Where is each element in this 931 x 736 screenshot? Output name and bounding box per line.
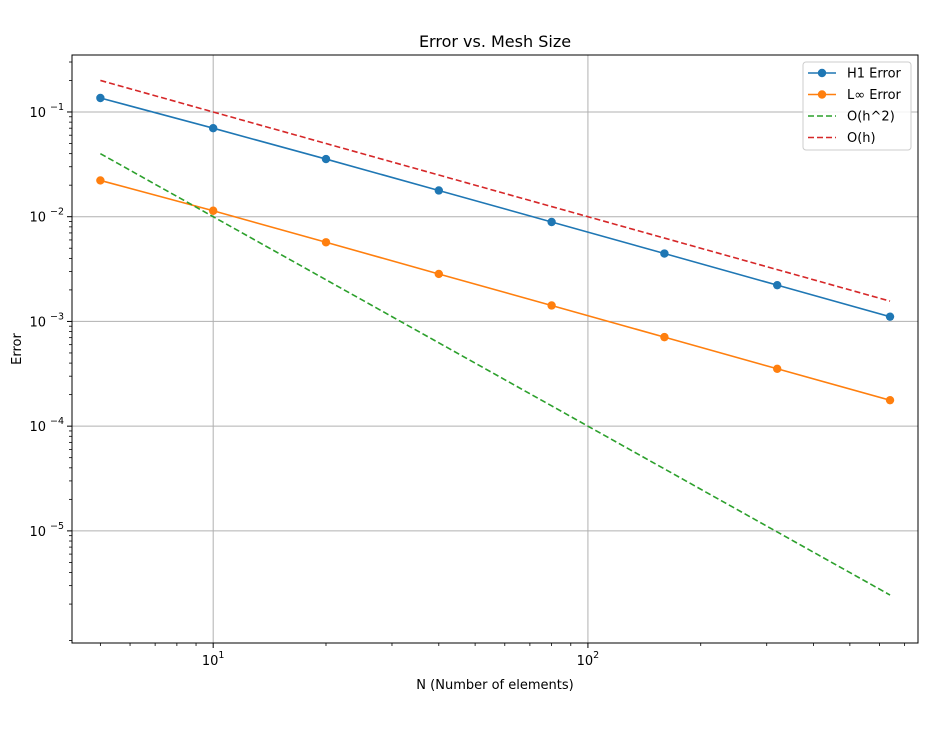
plot-frame <box>71 54 919 644</box>
legend-label: L∞ Error <box>847 88 902 103</box>
y-axis-title: Error <box>10 333 25 365</box>
x-axis-title: N (Number of elements) <box>416 678 573 693</box>
data-point <box>885 395 895 405</box>
axis-ticks: 101 102 10−1 10−2 10−3 10−4 10−5 <box>29 61 906 669</box>
data-point <box>773 364 782 373</box>
legend-label: O(h) <box>847 131 876 146</box>
series-layer <box>96 79 895 596</box>
data-point <box>96 93 105 103</box>
data-point <box>660 332 669 342</box>
chart-title: Error vs. Mesh Size <box>419 32 571 51</box>
data-point <box>547 301 556 310</box>
legend-label: O(h^2) <box>847 110 895 125</box>
data-point <box>208 206 218 215</box>
data-point <box>321 238 331 247</box>
y-tick-label: 10 −4 <box>29 416 64 435</box>
legend-swatch-marker <box>817 90 827 99</box>
data-point <box>321 154 331 164</box>
series-line-1 <box>100 179 891 401</box>
y-tick-label: 10 −5 <box>29 521 64 540</box>
x-tick-label: 101 <box>202 650 225 669</box>
data-point <box>547 217 556 227</box>
legend: H1 Error L∞ Error O(h^2) O(h) <box>802 61 912 151</box>
series-line-2 <box>99 152 891 596</box>
data-point <box>208 124 218 133</box>
data-point <box>885 312 895 321</box>
x-tick-label: 102 <box>577 650 600 669</box>
y-tick-label: 10 −2 <box>29 207 64 226</box>
legend-box <box>802 61 912 151</box>
data-point <box>434 186 443 195</box>
data-point <box>660 249 669 258</box>
y-tick-label: 10 −3 <box>29 311 64 330</box>
data-point <box>96 176 105 185</box>
y-tick-label: 10 −1 <box>29 102 64 121</box>
data-point <box>773 280 782 290</box>
series-line-0 <box>100 97 891 318</box>
legend-label: H1 Error <box>847 67 902 82</box>
series-line-3 <box>100 79 891 302</box>
data-point <box>434 269 443 279</box>
legend-swatch-marker <box>817 68 827 78</box>
